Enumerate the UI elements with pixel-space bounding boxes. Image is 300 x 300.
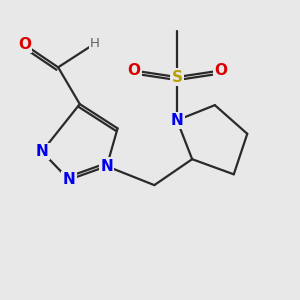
Text: N: N [35,144,48,159]
Text: O: O [18,37,31,52]
Text: N: N [63,172,75,187]
Text: O: O [214,63,227,78]
Text: H: H [90,37,100,50]
Text: O: O [127,63,140,78]
Text: S: S [172,70,182,85]
Text: N: N [171,113,183,128]
Text: N: N [100,159,113,174]
